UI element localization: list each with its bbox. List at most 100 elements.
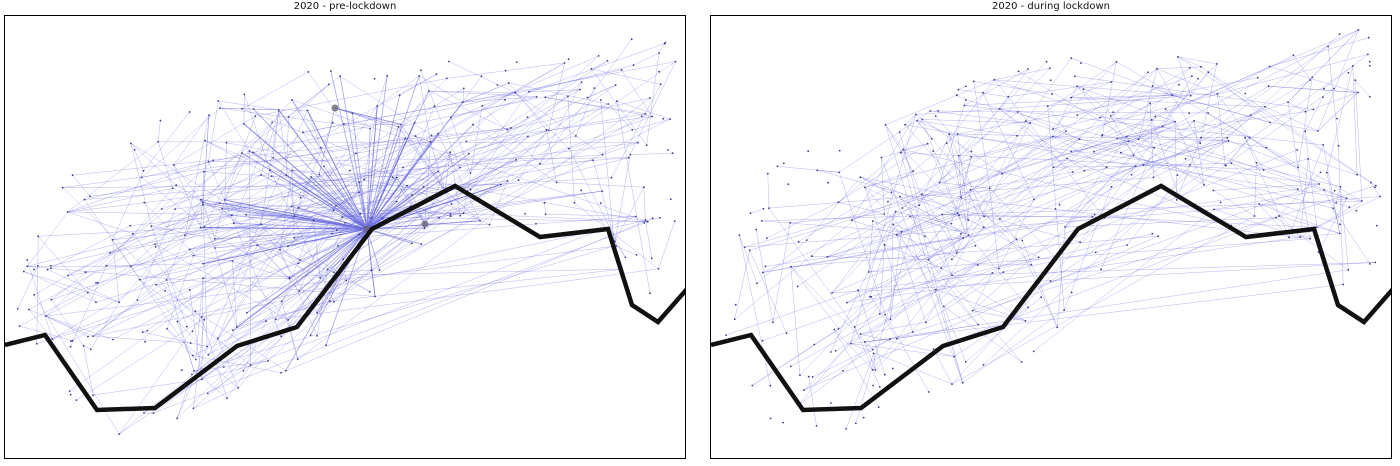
edge (470, 91, 530, 174)
node (1154, 115, 1157, 118)
node (1336, 117, 1338, 120)
node (669, 118, 671, 120)
edge (366, 128, 371, 230)
edge (278, 109, 368, 230)
node (1115, 60, 1118, 63)
node (1191, 75, 1193, 78)
edge (957, 77, 1258, 135)
edge (790, 266, 873, 350)
edge (790, 314, 886, 367)
node (629, 153, 632, 156)
edge (260, 174, 368, 230)
node (929, 110, 932, 112)
node (1161, 125, 1164, 128)
node (871, 220, 874, 223)
node (1076, 114, 1079, 116)
node (1309, 237, 1311, 240)
node (999, 217, 1001, 220)
node (733, 318, 736, 321)
node (867, 271, 870, 273)
node (176, 320, 179, 323)
edge (330, 70, 368, 230)
node (769, 417, 772, 420)
node (807, 375, 810, 378)
edge (1052, 136, 1334, 209)
edge (999, 68, 1029, 110)
node (646, 220, 649, 223)
node (1374, 186, 1376, 189)
node (37, 235, 40, 238)
edge (1268, 85, 1359, 93)
edge (308, 71, 345, 125)
node (189, 342, 192, 344)
hub-edges (392, 176, 490, 225)
node (271, 121, 274, 124)
node (932, 150, 935, 153)
edge (546, 129, 557, 183)
node (932, 348, 935, 350)
node (1333, 189, 1336, 192)
edge (1213, 183, 1320, 191)
node (35, 342, 38, 345)
node (208, 114, 210, 117)
edge (860, 177, 967, 235)
node (200, 198, 203, 201)
node (615, 245, 618, 247)
edge (939, 96, 1009, 183)
node (884, 313, 887, 316)
edge (366, 228, 376, 297)
edge (942, 212, 958, 215)
node (450, 203, 453, 205)
node (369, 127, 371, 130)
edge (241, 71, 309, 109)
edge (515, 92, 570, 149)
edge (72, 175, 91, 197)
edge (47, 269, 120, 303)
node (957, 154, 960, 157)
node (1355, 209, 1358, 212)
node (1064, 226, 1066, 228)
node (160, 208, 163, 210)
edge (962, 310, 1065, 383)
edge (336, 192, 439, 231)
node (766, 237, 768, 240)
edge (232, 228, 368, 331)
edge (935, 115, 972, 158)
edge (879, 149, 1298, 315)
node (92, 394, 94, 396)
edge (896, 215, 960, 236)
edge (23, 271, 120, 303)
edge (960, 68, 1158, 198)
edge (1326, 172, 1341, 234)
edge (292, 170, 397, 178)
network-graph (5, 38, 685, 435)
node (1156, 67, 1158, 70)
node (1253, 215, 1256, 217)
edge (592, 160, 617, 247)
node (580, 189, 582, 192)
node (1137, 138, 1140, 141)
edge (831, 68, 1051, 294)
edge (790, 266, 839, 329)
node (547, 129, 550, 132)
node (657, 268, 660, 270)
node (343, 123, 345, 125)
node (649, 292, 651, 295)
node (651, 217, 654, 220)
edge (1355, 80, 1363, 202)
node (941, 213, 943, 216)
node (404, 137, 406, 140)
node (1078, 138, 1081, 141)
node (89, 195, 91, 198)
node (92, 335, 94, 338)
node (1070, 57, 1073, 59)
node (918, 204, 921, 207)
node (567, 95, 569, 98)
edge (518, 129, 547, 181)
edge (885, 79, 995, 126)
node (756, 282, 758, 285)
node (880, 156, 883, 159)
node (528, 90, 530, 93)
edge (798, 370, 844, 406)
node (144, 340, 147, 343)
